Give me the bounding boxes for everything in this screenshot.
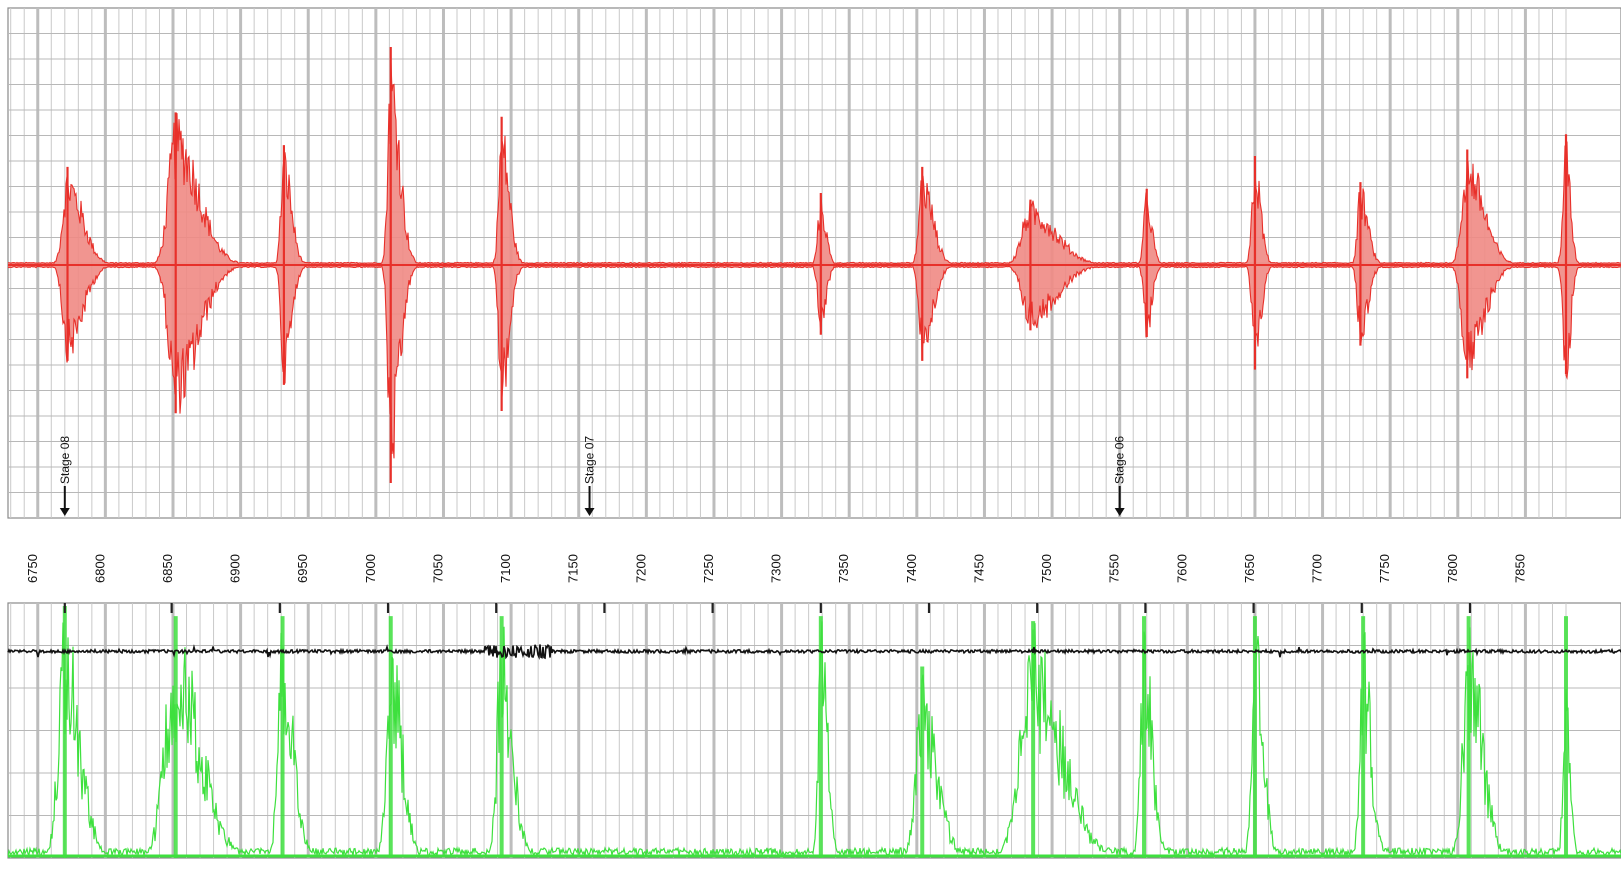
black-noise-series (7, 643, 1621, 661)
stage-arrow-head (584, 508, 595, 516)
tick-label-7100: 7100 (498, 554, 513, 583)
bottom-tick-marks (63, 603, 1472, 613)
axis-band-bg (0, 519, 1621, 602)
depth-tick-labels: 6750 6800 6850 6900 6950 7000 7050 7100 7150 7200… (0, 519, 1621, 602)
tick-label-7300: 7300 (769, 554, 784, 583)
tick-label-6900: 6900 (228, 554, 243, 583)
tick-label-7800: 7800 (1445, 554, 1460, 583)
stage-marker-0: Stage 08 (58, 436, 72, 516)
stage-marker-2: Stage 06 (1113, 436, 1127, 516)
tick-label-7750: 7750 (1377, 554, 1392, 583)
red-waveform-series (7, 47, 1621, 483)
tick-label-6850: 6850 (160, 554, 175, 583)
tick-label-7500: 7500 (1039, 554, 1054, 583)
black-noise-line (7, 643, 1621, 661)
stage-arrow-head (59, 508, 70, 516)
tick-label-7050: 7050 (430, 554, 445, 583)
bottom-grid (7, 602, 1621, 859)
red-waveform-fill (8, 62, 1621, 459)
red-waveform-lower (7, 265, 1621, 459)
tick-label-7350: 7350 (836, 554, 851, 583)
stage-markers: Stage 08 Stage 07 Stage 06 (58, 436, 1127, 516)
tick-label-7650: 7650 (1242, 554, 1257, 583)
tick-label-6750: 6750 (25, 554, 40, 583)
tick-label-7250: 7250 (701, 554, 716, 583)
tick-label-7200: 7200 (633, 554, 648, 583)
tick-label-6800: 6800 (92, 554, 107, 583)
tick-label-7400: 7400 (904, 554, 919, 583)
stage-label: Stage 08 (58, 436, 72, 484)
tick-label-7550: 7550 (1107, 554, 1122, 583)
tick-label-7000: 7000 (363, 554, 378, 583)
depth-axis: 6750 6800 6850 6900 6950 7000 7050 7100 7150 7200… (0, 519, 1621, 602)
top-waveform-panel: Stage 08 Stage 07 Stage 06 (7, 7, 1621, 519)
red-waveform-upper (8, 62, 1621, 265)
tick-label-7850: 7850 (1512, 554, 1527, 583)
green-spike-series (7, 606, 1621, 858)
stage-arrow-head (1114, 508, 1125, 516)
tick-label-7150: 7150 (566, 554, 581, 583)
stage-label: Stage 07 (583, 436, 597, 484)
tick-label-7600: 7600 (1174, 554, 1189, 583)
tick-label-6950: 6950 (295, 554, 310, 583)
stage-marker-1: Stage 07 (583, 436, 597, 516)
stage-label: Stage 06 (1113, 436, 1127, 484)
bottom-trace-panel (7, 602, 1621, 859)
green-spike-line (7, 621, 1621, 858)
tick-label-7450: 7450 (971, 554, 986, 583)
tick-label-7700: 7700 (1310, 554, 1325, 583)
